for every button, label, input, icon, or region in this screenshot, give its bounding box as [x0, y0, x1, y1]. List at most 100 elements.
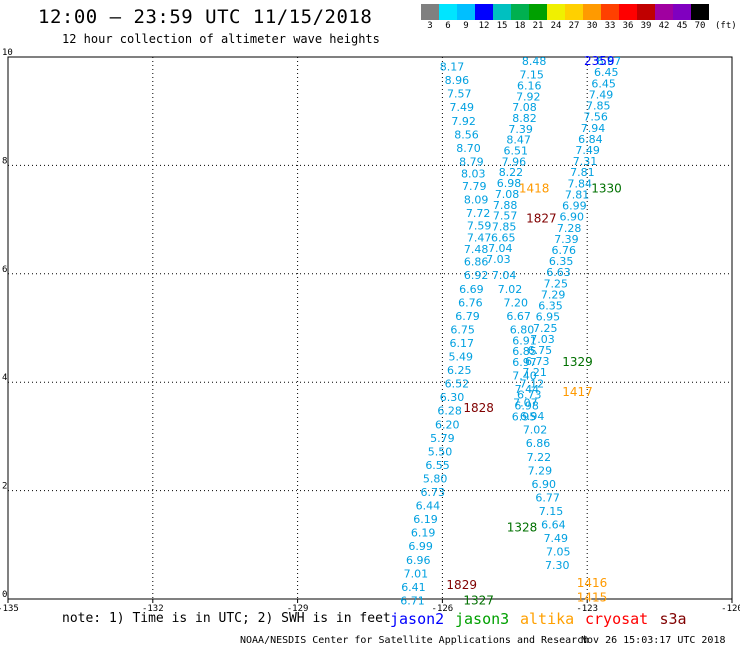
color-scale-tick: 15: [496, 21, 508, 31]
wave-height-value: 7.92: [451, 115, 476, 128]
wave-height-value: 7.79: [462, 180, 487, 193]
wave-height-value: 7.72: [466, 207, 491, 220]
color-scale-swatch: [493, 4, 511, 20]
pass-time-label: 1827: [526, 211, 557, 225]
x-tick-label: -123: [576, 604, 598, 614]
wave-height-value: 7.15: [539, 505, 564, 518]
wave-height-value: 7.81: [570, 166, 595, 179]
wave-height-value: 6.30: [440, 391, 465, 404]
color-scale-tick: 9: [463, 21, 469, 31]
legend-item-jason2: jason2: [390, 610, 445, 628]
wave-height-value: 7.85: [586, 100, 611, 113]
y-tick-label: 10: [2, 48, 13, 58]
color-scale-swatch: [457, 4, 475, 20]
wave-height-value: 6.99: [408, 540, 433, 553]
wave-height-value: 8.96: [445, 74, 470, 87]
wave-height-value: 6.19: [411, 527, 436, 540]
wave-height-value: 6.52: [445, 378, 470, 391]
legend-item-altika: altika: [520, 610, 575, 628]
color-scale-tick: 6: [445, 21, 451, 31]
wave-height-value: 7.47: [467, 231, 492, 244]
wave-height-value: 5.79: [430, 432, 455, 445]
wave-height-value: 7.08: [512, 101, 537, 114]
wave-height-value: 7.22: [527, 451, 552, 464]
wave-height-value: 6.79: [455, 310, 480, 323]
wave-height-value: 7.21: [522, 366, 547, 379]
wave-height-value: 6.65: [491, 231, 516, 244]
color-scale-tick: 36: [622, 21, 634, 31]
pass-time-label: 1416: [577, 576, 608, 590]
wave-height-value: 8.48: [522, 55, 547, 68]
color-scale-labels: 3 6 9 12 15 18 21 24 27 30 33 36 39 42 45 70 (ft): [421, 21, 740, 33]
color-scale-swatch: [529, 4, 547, 20]
wave-height-value: 7.59: [467, 219, 492, 232]
wave-height-value: 8.79: [459, 155, 484, 168]
wave-height-value: 6.95: [536, 311, 561, 324]
wave-height-value: 7.29: [528, 464, 553, 477]
wave-height-value: 8.09: [464, 193, 489, 206]
x-tick-label: -120: [721, 604, 740, 614]
y-tick-label: 8: [2, 156, 7, 166]
color-scale-tick: 24: [550, 21, 562, 31]
wave-height-value: 5.50: [428, 445, 453, 458]
color-scale-tick: 45: [676, 21, 688, 31]
wave-height-value: 6.98: [497, 177, 522, 190]
plot-frame: [7, 56, 733, 600]
wave-height-value: 8.47: [506, 134, 531, 147]
pass-time-label: 1328: [507, 520, 538, 534]
wave-height-value: 8.17: [440, 61, 465, 74]
wave-height-value: 7.02: [523, 424, 548, 437]
wave-height-value: 7.56: [583, 111, 608, 124]
wave-height-value: 7.57: [447, 88, 472, 101]
color-scale-tick: 21: [532, 21, 544, 31]
wave-height-value: 8.56: [454, 128, 479, 141]
wave-height-value: 6.73: [525, 355, 550, 368]
wave-height-value: 7.48: [464, 243, 489, 256]
wave-height-value: 7.30: [545, 559, 570, 572]
wave-height-value: 7.28: [557, 222, 582, 235]
wave-height-value: 8.22: [499, 166, 524, 179]
wave-height-value: 8.70: [456, 142, 481, 155]
pass-time-label: 1415: [577, 591, 608, 605]
color-scale-swatch: [619, 4, 637, 20]
pass-time-label: 1828: [463, 401, 494, 415]
wave-height-value: 7.15: [519, 69, 544, 82]
wave-height-value: 6.91: [512, 334, 537, 347]
pass-time-label: 1329: [562, 355, 593, 369]
wave-height-value: 7.96: [502, 155, 527, 168]
wave-height-value: 7.05: [546, 546, 571, 559]
wave-height-value: 6.92: [464, 269, 489, 282]
color-scale-swatch: [637, 4, 655, 20]
wave-height-value: 6.55: [425, 459, 450, 472]
pass-time-label: 2359: [584, 54, 615, 68]
wave-height-value: 7.85: [492, 220, 517, 233]
pass-time-label: 1829: [446, 578, 477, 592]
wave-height-value: 6.76: [458, 296, 483, 309]
wave-height-value: 7.44: [515, 383, 540, 396]
color-scale-swatch: [439, 4, 457, 20]
wave-height-value: 7.84: [567, 177, 592, 190]
wave-height-value: 6.19: [413, 513, 438, 526]
wave-height-value: 6.86: [464, 256, 489, 269]
wave-height-value: 6.64: [541, 519, 566, 532]
wave-height-value: 6.97: [512, 356, 537, 369]
wave-height-value: 6.73: [517, 388, 542, 401]
units-note: note: 1) Time is in UTC; 2) SWH is in fe…: [62, 611, 391, 626]
color-scale-tick: 42: [658, 21, 670, 31]
wave-height-value: 6.77: [535, 491, 560, 504]
legend-item-jason3: jason3: [455, 610, 510, 628]
wave-height-value: 6.41: [401, 581, 426, 594]
color-scale-tick: 30: [586, 21, 598, 31]
wave-height-value: 8.03: [461, 167, 486, 180]
wave-height-value: 7.92: [516, 90, 541, 103]
wave-height-value: 6.96: [406, 554, 431, 567]
wave-height-value: 7.03: [530, 333, 555, 346]
wave-height-value: 6.63: [546, 266, 571, 279]
wave-height-value: 6.16: [517, 80, 542, 93]
color-scale-swatch: [475, 4, 493, 20]
wave-height-value: 7.39: [508, 123, 533, 136]
wave-height-value: 6.45: [594, 66, 619, 79]
wave-height-value: 6.45: [591, 77, 616, 90]
wave-height-value: 7.12: [520, 377, 545, 390]
wave-height-value: 6.76: [552, 244, 577, 257]
